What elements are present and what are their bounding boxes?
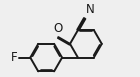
Text: F: F <box>11 51 18 64</box>
Text: N: N <box>86 3 95 16</box>
Text: O: O <box>54 22 63 35</box>
